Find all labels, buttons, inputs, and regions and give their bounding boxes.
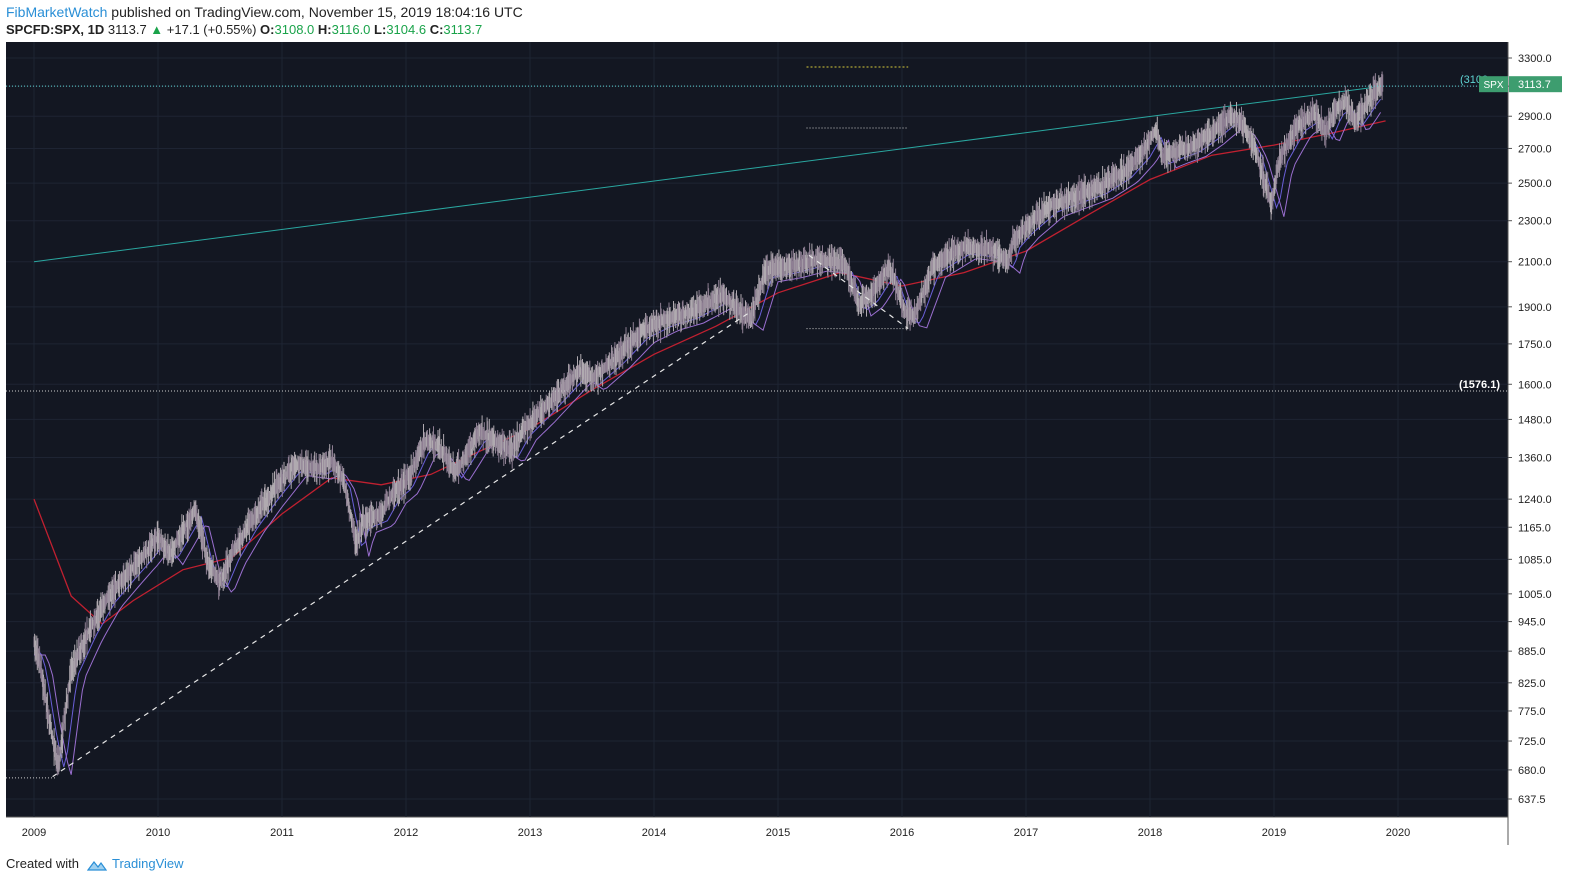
symbol-name: SPCFD:SPX, 1D <box>6 22 105 37</box>
year-tick-label: 2018 <box>1138 827 1162 839</box>
price-tick-label: 1900.0 <box>1518 302 1552 314</box>
close-label: C: <box>429 22 444 37</box>
tradingview-logo-icon <box>86 860 107 871</box>
price-tick-label: 775.0 <box>1518 706 1546 718</box>
low-label: L: <box>374 22 387 37</box>
spx-badge-label: SPX <box>1483 80 1503 91</box>
high-value: 3116.0 <box>331 22 371 37</box>
footer: Created with TradingView <box>6 856 184 872</box>
year-tick-label: 2014 <box>642 827 666 839</box>
price-change: +17.1 (+0.55%) <box>166 22 257 37</box>
price-tick-label: 2100.0 <box>1518 257 1552 269</box>
publish-info: published on TradingView.com, November 1… <box>111 4 523 20</box>
price-tick-label: 1600.0 <box>1518 379 1552 391</box>
price-tick-label: 2300.0 <box>1518 216 1552 228</box>
year-tick-label: 2012 <box>394 827 418 839</box>
price-axis-pane <box>1508 42 1562 845</box>
up-arrow-icon: ▲ <box>150 22 164 37</box>
open-label: O: <box>260 22 275 37</box>
fib-level-label: (1576.1) <box>1459 379 1500 391</box>
year-tick-label: 2009 <box>22 827 46 839</box>
price-tick-label: 945.0 <box>1518 617 1546 629</box>
tradingview-link[interactable]: TradingView <box>112 856 184 871</box>
price-tick-label: 885.0 <box>1518 646 1546 658</box>
price-tick-label: 2900.0 <box>1518 111 1552 123</box>
year-tick-label: 2013 <box>518 827 542 839</box>
price-tick-label: 680.0 <box>1518 765 1546 777</box>
close-value: 3113.7 <box>443 22 483 37</box>
low-value: 3104.6 <box>386 22 427 37</box>
price-tick-label: 2500.0 <box>1518 178 1552 190</box>
price-tick-label: 725.0 <box>1518 736 1546 748</box>
price-tick-label: 1360.0 <box>1518 453 1552 465</box>
price-chart[interactable]: 3300.03100.02900.02700.02500.02300.02100… <box>6 42 1562 845</box>
publish-line: FibMarketWatch published on TradingView.… <box>6 4 523 20</box>
year-tick-label: 2017 <box>1014 827 1038 839</box>
price-tick-label: 825.0 <box>1518 678 1546 690</box>
price-tick-label: 1480.0 <box>1518 414 1552 426</box>
created-with-label: Created with <box>6 856 79 871</box>
price-tick-label: 2700.0 <box>1518 143 1552 155</box>
price-tick-label: 1240.0 <box>1518 494 1552 506</box>
year-tick-label: 2010 <box>146 827 170 839</box>
price-tick-label: 1165.0 <box>1518 522 1551 534</box>
price-tick-label: 1005.0 <box>1518 589 1552 601</box>
last-price-badge <box>1509 76 1562 93</box>
price-tick-label: 1750.0 <box>1518 339 1552 351</box>
symbol-line: SPCFD:SPX, 1D 3113.7 ▲ +17.1 (+0.55%) O:… <box>6 22 482 37</box>
open-value: 3108.0 <box>274 22 315 37</box>
long-trendline <box>33 85 1384 263</box>
plot-layer <box>6 66 1508 779</box>
year-tick-label: 2020 <box>1386 827 1410 839</box>
last-price-badge-label: 3113.7 <box>1518 79 1551 91</box>
price-tick-label: 1085.0 <box>1518 554 1552 566</box>
time-axis-pane <box>6 817 1508 845</box>
ma-mid-line <box>34 111 1382 775</box>
year-tick-label: 2019 <box>1262 827 1286 839</box>
correction-dashed-line <box>808 254 909 330</box>
ma-long-line <box>33 120 1386 625</box>
price-tick-label: 3300.0 <box>1518 53 1552 65</box>
price-tick-label: 637.5 <box>1518 794 1546 806</box>
year-tick-label: 2016 <box>890 827 914 839</box>
high-label: H: <box>317 22 332 37</box>
year-tick-label: 2015 <box>766 827 790 839</box>
plot-area <box>6 42 1508 817</box>
last-price: 3113.7 <box>107 22 147 37</box>
year-tick-label: 2011 <box>270 827 294 839</box>
author-link[interactable]: FibMarketWatch <box>6 4 108 20</box>
spx-badge <box>1479 76 1508 93</box>
